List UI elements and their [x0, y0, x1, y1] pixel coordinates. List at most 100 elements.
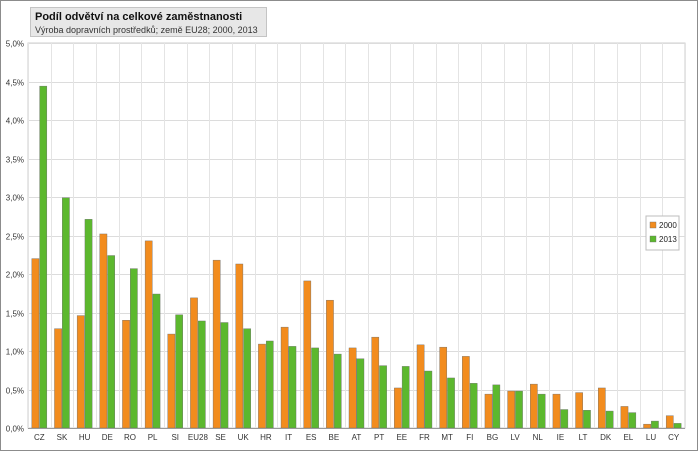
bar-2013-FR: [424, 370, 433, 429]
bar-2013-IE: [560, 409, 569, 429]
x-tick-label: PL: [148, 433, 158, 442]
bar-2000-AT: [348, 347, 357, 429]
bar-2000-BE: [326, 299, 334, 429]
bar-2000-SE: [212, 259, 221, 429]
bar-2013-HR: [265, 340, 274, 429]
bar-2000-CZ: [31, 258, 40, 429]
bar-2013-CZ: [39, 85, 48, 429]
x-tick-label: LU: [646, 433, 656, 442]
x-tick-label: ES: [306, 433, 317, 442]
legend-label-2000: 2000: [659, 221, 677, 230]
bar-2000-LT: [575, 392, 583, 429]
x-tick-label: NL: [533, 433, 544, 442]
bar-2000-DK: [598, 387, 606, 429]
bar-2013-ES: [311, 347, 319, 429]
bar-2013-EE: [401, 366, 410, 429]
chart-title-box: Podíl odvětví na celkové zaměstnanosti V…: [30, 7, 267, 37]
bar-2000-EL: [620, 406, 629, 429]
x-tick-label: IT: [285, 433, 292, 442]
bar-2000-EE: [394, 387, 402, 429]
bar-2000-SI: [167, 333, 176, 429]
x-tick-label: MT: [441, 433, 453, 442]
bar-2000-MT: [439, 346, 448, 429]
bar-2000-NL: [530, 383, 538, 429]
x-tick-label: CY: [668, 433, 680, 442]
bar-2013-FI: [469, 383, 478, 429]
bar-2000-FR: [416, 344, 425, 429]
chart-title: Podíl odvětví na celkové zaměstnanosti: [35, 11, 243, 23]
legend-box: [645, 215, 680, 251]
x-tick-label: SK: [57, 433, 68, 442]
bar-2013-EU28: [198, 320, 206, 429]
bar-2013-AT: [356, 358, 365, 429]
bar-2000-ES: [303, 280, 312, 429]
bar-2013-BG: [492, 384, 501, 429]
x-tick-label: HR: [260, 433, 272, 442]
x-tick-label: AT: [352, 433, 362, 442]
legend: 2000 2013: [645, 215, 680, 251]
y-tick-label: 3,0%: [6, 194, 24, 203]
bar-2000-RO: [122, 320, 130, 429]
x-tick-label: SE: [215, 433, 226, 442]
bar-2013-SK: [62, 197, 70, 429]
x-tick-label: LV: [510, 433, 520, 442]
bar-2013-NL: [537, 393, 546, 429]
bar-2013-DE: [107, 255, 115, 429]
bar-2013-PT: [379, 365, 387, 429]
bar-2013-MT: [447, 377, 455, 429]
x-tick-label: IE: [557, 433, 565, 442]
bar-2013-LU: [651, 420, 659, 429]
bar-2013-CY: [673, 423, 682, 429]
x-axis: CZ SK HU DE RO PL SI EU28 SE UK HR IT ES BE AT PT EE FR MT…: [28, 428, 685, 442]
bar-2000-HU: [76, 315, 85, 429]
x-tick-label: EL: [623, 433, 633, 442]
bar-2013-SE: [220, 322, 229, 429]
legend-label-2013: 2013: [659, 235, 677, 244]
bars: [31, 85, 682, 429]
x-tick-label: CZ: [34, 433, 45, 442]
x-tick-label: DE: [102, 433, 113, 442]
x-tick-label: BE: [329, 433, 340, 442]
bar-2013-LT: [583, 410, 591, 429]
x-tick-label: HU: [79, 433, 91, 442]
bar-2013-SI: [175, 314, 183, 429]
bar-2000-IT: [280, 326, 289, 429]
legend-swatch-2000: [649, 221, 657, 229]
bar-2013-HU: [84, 219, 93, 429]
x-tick-label: SI: [171, 433, 179, 442]
bar-2000-HR: [258, 343, 266, 429]
x-tick-label: LT: [579, 433, 588, 442]
legend-swatch-2013: [649, 235, 657, 243]
x-tick-label: PT: [374, 433, 384, 442]
bar-2000-DE: [99, 233, 108, 429]
y-tick-label: 4,0%: [6, 117, 24, 126]
bar-2000-CY: [665, 415, 674, 429]
x-tick-label: EU28: [188, 433, 209, 442]
chart-subtitle: Výroba dopravních prostředků; země EU28;…: [35, 25, 258, 35]
y-tick-label: 5,0%: [6, 40, 24, 49]
x-tick-label: BG: [487, 433, 499, 442]
bar-2000-BG: [484, 393, 493, 429]
x-tick-label: FI: [466, 433, 473, 442]
bar-2000-LV: [507, 390, 515, 429]
bar-2013-IT: [288, 346, 297, 429]
y-tick-label: 3,5%: [6, 156, 24, 165]
bar-2000-LU: [643, 423, 651, 429]
bar-2013-UK: [243, 328, 251, 429]
bar-2013-LV: [515, 390, 523, 429]
bar-2000-SK: [54, 328, 62, 429]
bar-2013-PL: [152, 293, 161, 429]
bar-2000-UK: [235, 263, 244, 429]
x-tick-label: FR: [419, 433, 430, 442]
y-tick-label: 0,0%: [6, 425, 24, 434]
y-tick-label: 2,5%: [6, 233, 24, 242]
y-axis: 0,0% 0,5% 1,0% 1,5% 2,0% 2,5% 3,0% 3,5% 4,0% 4,5%…: [6, 40, 24, 434]
bar-2000-PL: [144, 240, 153, 429]
x-tick-label: UK: [238, 433, 250, 442]
bar-2013-DK: [605, 410, 614, 429]
bar-2013-BE: [333, 353, 342, 429]
bar-2000-IE: [552, 393, 561, 429]
bar-2000-FI: [462, 356, 470, 429]
x-tick-label: EE: [396, 433, 407, 442]
